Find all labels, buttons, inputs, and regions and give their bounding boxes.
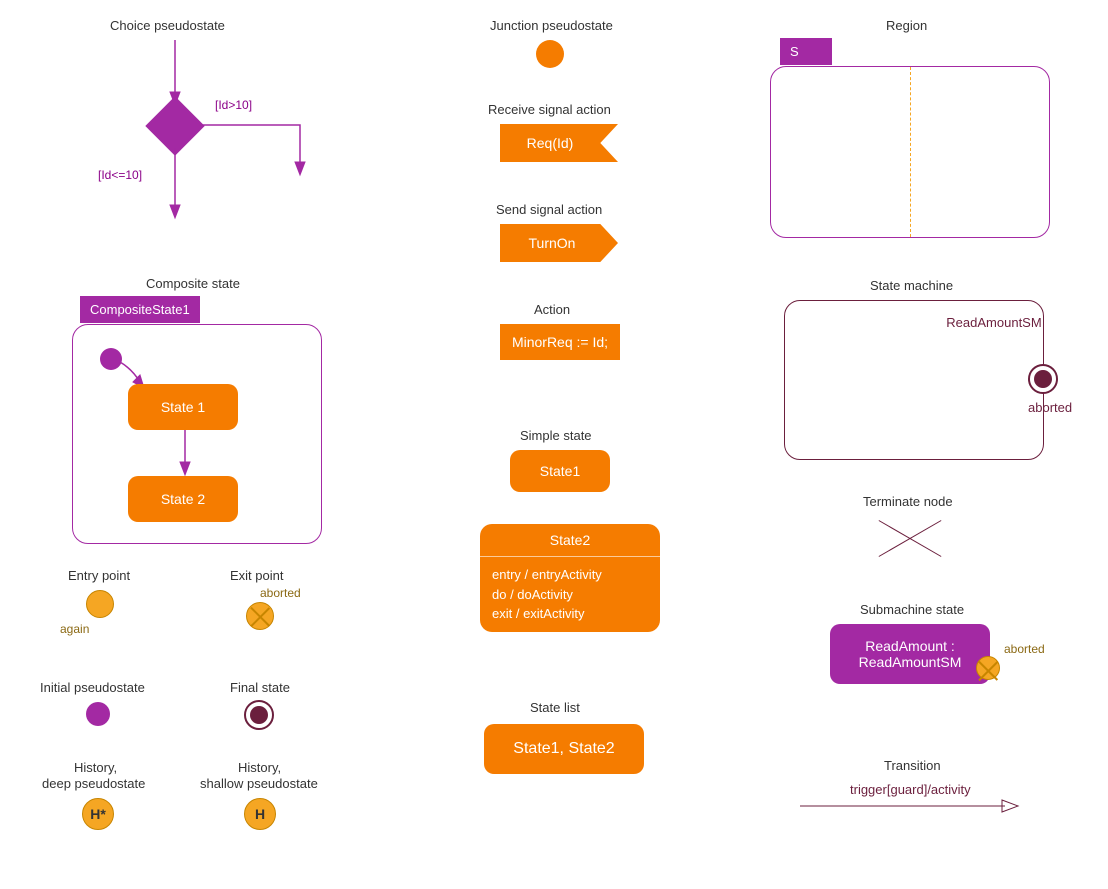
term-x xyxy=(880,518,940,558)
composite-state1: State 1 xyxy=(128,384,238,430)
choice-guard-down: [Id<=10] xyxy=(98,168,142,182)
final-title: Final state xyxy=(230,680,290,695)
composite-arrow-12 xyxy=(170,430,200,478)
composite-title: Composite state xyxy=(146,276,240,291)
sub-l2: ReadAmountSM xyxy=(859,654,962,670)
hist-shallow-l2: shallow pseudostate xyxy=(200,776,318,791)
recv-shape: Req(Id) xyxy=(500,124,618,162)
send-title: Send signal action xyxy=(496,202,602,217)
trans-label: trigger[guard]/activity xyxy=(850,782,971,797)
region-divider xyxy=(910,67,911,237)
choice-arrow-right xyxy=(195,120,315,180)
simple-state2-name: State2 xyxy=(480,524,660,557)
entry-title: Entry point xyxy=(68,568,130,583)
region-tab: S xyxy=(780,38,832,65)
recv-title: Receive signal action xyxy=(488,102,611,117)
choice-arrow-down xyxy=(160,148,190,223)
sub-title: Submachine state xyxy=(860,602,964,617)
simple-state1: State1 xyxy=(510,450,610,492)
hist-shallow-circle: H xyxy=(244,798,276,830)
initial-title: Initial pseudostate xyxy=(40,680,145,695)
hist-shallow-l1: History, xyxy=(238,760,281,775)
exit-label: aborted xyxy=(260,586,301,600)
region-box xyxy=(770,66,1050,238)
exit-title: Exit point xyxy=(230,568,283,583)
sm-port-dot xyxy=(1034,370,1052,388)
simple-exit: exit / exitActivity xyxy=(492,604,648,624)
action-title: Action xyxy=(534,302,570,317)
trans-arrow xyxy=(800,796,1020,816)
composite-state2: State 2 xyxy=(128,476,238,522)
sm-port-label: aborted xyxy=(1028,400,1072,415)
term-title: Terminate node xyxy=(863,494,953,509)
entry-label: again xyxy=(60,622,89,636)
trans-title: Transition xyxy=(884,758,941,773)
final-dot xyxy=(250,706,268,724)
sm-name: ReadAmountSM xyxy=(865,315,1108,330)
junction-circle xyxy=(536,40,564,68)
simple-title: Simple state xyxy=(520,428,592,443)
sub-port-label: aborted xyxy=(1004,642,1045,656)
hist-deep-l2: deep pseudostate xyxy=(42,776,145,791)
sm-box: ReadAmountSM xyxy=(784,300,1044,460)
choice-guard-right: [Id>10] xyxy=(215,98,252,112)
region-title: Region xyxy=(886,18,927,33)
choice-title: Choice pseudostate xyxy=(110,18,225,33)
hist-deep-circle: H* xyxy=(82,798,114,830)
sub-box: ReadAmount : ReadAmountSM xyxy=(830,624,990,684)
statelist-title: State list xyxy=(530,700,580,715)
exit-circle-x xyxy=(246,602,274,630)
hist-deep-l1: History, xyxy=(74,760,117,775)
simple-state2-box: State2 entry / entryActivity do / doActi… xyxy=(480,524,660,632)
entry-circle xyxy=(86,590,114,618)
action-shape: MinorReq := Id; xyxy=(500,324,620,360)
composite-tab: CompositeState1 xyxy=(80,296,200,323)
simple-entry: entry / entryActivity xyxy=(492,565,648,585)
initial-circle xyxy=(86,702,110,726)
junction-title: Junction pseudostate xyxy=(490,18,613,33)
sm-title: State machine xyxy=(870,278,953,293)
simple-do: do / doActivity xyxy=(492,585,648,605)
statelist-box: State1, State2 xyxy=(484,724,644,774)
sub-port xyxy=(976,656,1000,680)
send-shape: TurnOn xyxy=(500,224,618,262)
sub-l1: ReadAmount : xyxy=(865,638,955,654)
